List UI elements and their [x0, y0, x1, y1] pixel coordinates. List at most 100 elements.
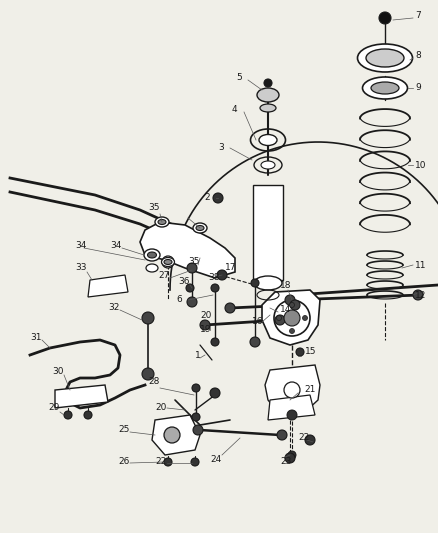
Circle shape: [285, 453, 295, 463]
Text: 31: 31: [30, 334, 42, 343]
Text: 20: 20: [200, 311, 212, 319]
Circle shape: [379, 12, 391, 24]
Ellipse shape: [155, 217, 169, 227]
Text: 21: 21: [304, 385, 315, 394]
Circle shape: [192, 413, 200, 421]
Circle shape: [277, 430, 287, 440]
Text: 30: 30: [52, 367, 64, 376]
Circle shape: [210, 388, 220, 398]
Text: 34: 34: [110, 240, 121, 249]
Circle shape: [284, 310, 300, 326]
Circle shape: [200, 320, 210, 330]
Text: 38: 38: [208, 273, 219, 282]
Circle shape: [303, 316, 307, 320]
Text: 6: 6: [176, 295, 182, 304]
Text: 18: 18: [280, 280, 292, 289]
Ellipse shape: [144, 249, 160, 261]
Ellipse shape: [148, 252, 156, 258]
Polygon shape: [88, 275, 128, 297]
Circle shape: [251, 279, 259, 287]
Text: 11: 11: [415, 261, 427, 270]
Polygon shape: [262, 290, 320, 345]
Text: 1: 1: [195, 351, 201, 359]
Text: 33: 33: [75, 263, 86, 272]
Circle shape: [305, 435, 315, 445]
Ellipse shape: [146, 264, 158, 272]
Text: 10: 10: [415, 160, 427, 169]
Text: 32: 32: [108, 303, 120, 312]
Circle shape: [250, 337, 260, 347]
Text: 5: 5: [236, 74, 242, 83]
Ellipse shape: [257, 88, 279, 102]
Text: 17: 17: [225, 263, 237, 272]
Polygon shape: [152, 415, 200, 455]
Text: 34: 34: [75, 240, 86, 249]
Circle shape: [225, 303, 235, 313]
Circle shape: [296, 348, 304, 356]
Text: 15: 15: [305, 348, 317, 357]
Circle shape: [64, 411, 72, 419]
Text: 9: 9: [415, 84, 421, 93]
Polygon shape: [265, 365, 320, 415]
Text: 22: 22: [155, 457, 166, 466]
Polygon shape: [140, 222, 235, 278]
Bar: [253, 185, 283, 280]
Circle shape: [84, 411, 92, 419]
Text: 12: 12: [415, 290, 426, 300]
Circle shape: [290, 300, 300, 310]
Circle shape: [217, 270, 227, 280]
Text: 36: 36: [178, 278, 190, 287]
Circle shape: [186, 284, 194, 292]
Text: 26: 26: [118, 457, 129, 466]
Circle shape: [288, 451, 296, 459]
Ellipse shape: [196, 225, 204, 230]
Ellipse shape: [158, 220, 166, 224]
Circle shape: [192, 384, 200, 392]
Text: 14: 14: [280, 305, 291, 314]
Circle shape: [142, 368, 154, 380]
Ellipse shape: [357, 44, 413, 72]
Text: 3: 3: [218, 143, 224, 152]
Circle shape: [413, 290, 423, 300]
Circle shape: [187, 263, 197, 273]
Ellipse shape: [260, 104, 276, 112]
Text: 27: 27: [158, 271, 170, 279]
Ellipse shape: [162, 257, 174, 266]
Circle shape: [164, 427, 180, 443]
Text: 2: 2: [204, 193, 210, 203]
Circle shape: [290, 303, 294, 308]
Circle shape: [287, 410, 297, 420]
Text: 25: 25: [118, 425, 129, 434]
Text: 29: 29: [48, 403, 60, 413]
Circle shape: [191, 458, 199, 466]
Circle shape: [213, 193, 223, 203]
Circle shape: [211, 338, 219, 346]
Ellipse shape: [261, 161, 275, 169]
Text: 4: 4: [232, 106, 238, 115]
Ellipse shape: [164, 260, 172, 264]
Circle shape: [285, 295, 295, 305]
Circle shape: [187, 297, 197, 307]
Ellipse shape: [366, 49, 404, 67]
Text: 23: 23: [280, 457, 291, 466]
Circle shape: [290, 328, 294, 334]
Ellipse shape: [254, 276, 282, 290]
Text: 35: 35: [188, 257, 199, 266]
Text: 16: 16: [252, 318, 264, 327]
Ellipse shape: [371, 82, 399, 94]
Circle shape: [264, 79, 272, 87]
Text: 35: 35: [148, 204, 159, 213]
Circle shape: [284, 382, 300, 398]
Ellipse shape: [363, 77, 407, 99]
Circle shape: [164, 458, 172, 466]
Polygon shape: [55, 385, 108, 408]
Text: 22: 22: [298, 433, 309, 442]
Text: 24: 24: [210, 456, 221, 464]
Polygon shape: [268, 395, 315, 420]
Text: 28: 28: [148, 377, 159, 386]
Circle shape: [275, 315, 285, 325]
Text: 19: 19: [200, 326, 212, 335]
Circle shape: [193, 425, 203, 435]
Circle shape: [276, 316, 282, 320]
Circle shape: [211, 284, 219, 292]
